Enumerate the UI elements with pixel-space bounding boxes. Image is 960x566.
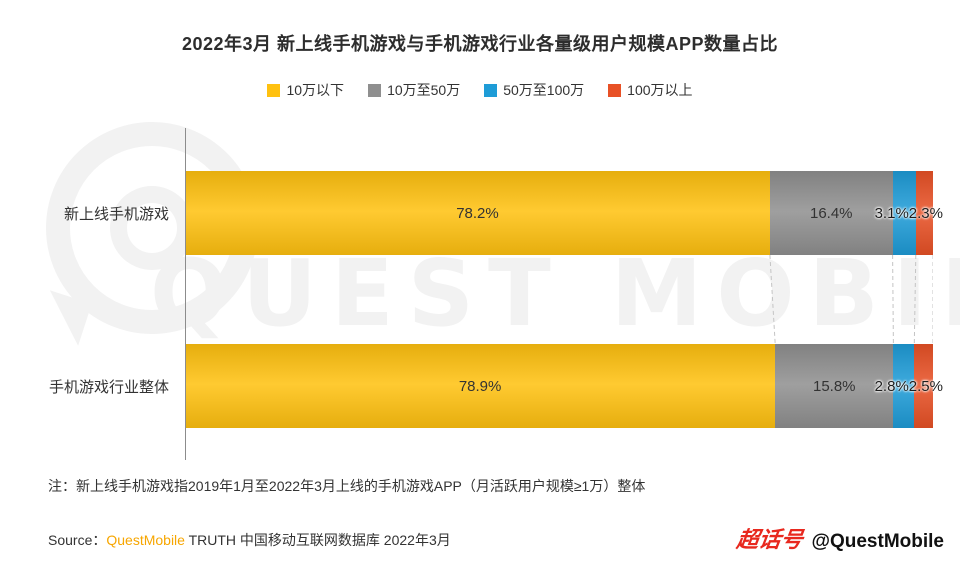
segment-value-label: 2.8% — [874, 377, 909, 395]
segment-value-label: 78.2% — [456, 204, 499, 222]
social-handle: 超话号 @QuestMobile — [735, 522, 944, 554]
watermark-logo-text: QUEST MOBILE — [150, 240, 960, 347]
legend-label: 100万以上 — [627, 82, 693, 98]
legend-label: 50万至100万 — [503, 82, 585, 98]
legend-item: 10万以下 — [267, 80, 344, 100]
connector-dashed-line — [892, 255, 894, 344]
social-handle-text: @QuestMobile — [811, 531, 944, 552]
y-axis-line — [185, 128, 186, 460]
segment-value-label: 3.1% — [874, 204, 909, 222]
legend-swatch — [267, 83, 281, 97]
bar-segment — [893, 344, 915, 428]
bar-segment: 78.9% — [185, 344, 776, 428]
category-label: 新上线手机游戏 — [63, 205, 169, 223]
small-segment-labels: 2.8% 2.5% — [875, 344, 943, 428]
source-brand: QuestMobile — [106, 532, 185, 548]
legend-swatch — [484, 83, 498, 97]
connector-dashed-line — [769, 255, 776, 344]
legend: 10万以下 10万至50万 50万至100万 100万以上 — [0, 80, 960, 100]
segment-value-label: 16.4% — [809, 204, 853, 222]
bar-segment: 16.4% — [769, 171, 893, 255]
chart-row: 手机游戏行业整体 78.9% 15.8% 2.8% 2.5% — [0, 344, 943, 428]
legend-item: 10万至50万 — [368, 80, 460, 100]
weibo-badge-icon: 超话号 — [735, 528, 805, 553]
legend-label: 10万至50万 — [387, 82, 461, 98]
chart-row: 新上线手机游戏 78.2% 16.4% 3.1% 2.3% — [0, 171, 943, 255]
legend-swatch — [608, 83, 622, 97]
connector-dashed-line — [913, 255, 917, 344]
bars-container: 新上线手机游戏 78.2% 16.4% 3.1% 2.3% 手机游戏行业整体 78.9% 15… — [0, 128, 943, 428]
chart-area: QUEST MOBILE 新上线手机游戏 78.2% 16.4% 3.1%2.3% 手机… — [0, 122, 960, 460]
bar-segment: 78.2% — [185, 171, 770, 255]
legend-item: 100万以上 — [608, 80, 693, 100]
legend-swatch — [368, 83, 382, 97]
source-line: Source：QuestMobile TRUTH 中国移动互联网数据库 2022… — [48, 530, 451, 550]
source-prefix: Source： — [48, 532, 107, 548]
source-rest: TRUTH 中国移动互联网数据库 2022年3月 — [184, 532, 451, 548]
stacked-bar: 78.2% 16.4% 3.1% 2.3% — [185, 171, 943, 255]
segment-value-label: 78.9% — [458, 377, 502, 395]
category-label: 手机游戏行业整体 — [48, 378, 169, 396]
small-segment-labels: 3.1% 2.3% — [875, 171, 943, 255]
stacked-bar: 78.9% 15.8% 2.8% 2.5% — [185, 344, 943, 428]
bar-segment — [892, 171, 916, 255]
segment-value-label: 2.3% — [908, 204, 943, 222]
bar-segment — [915, 171, 933, 255]
segment-value-label: 15.8% — [812, 377, 856, 395]
chart-title: 2022年3月 新上线手机游戏与手机游戏行业各量级用户规模APP数量占比 — [181, 34, 779, 54]
segment-value-label: 2.5% — [908, 377, 943, 395]
bar-segment — [914, 344, 933, 428]
footnote: 注：新上线手机游戏指2019年1月至2022年3月上线的手机游戏APP（月活跃用… — [48, 478, 646, 494]
bar-segment: 15.8% — [775, 344, 894, 428]
legend-item: 50万至100万 — [484, 80, 584, 100]
segment-connector-lines — [769, 255, 933, 344]
legend-label: 10万以下 — [286, 82, 345, 98]
